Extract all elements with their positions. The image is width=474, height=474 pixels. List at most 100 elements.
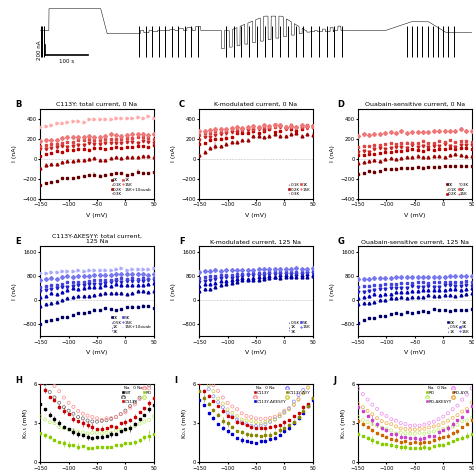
Point (281, 409, 288, 417)
Point (420, 421, 428, 428)
Point (300, 386, 307, 394)
Text: D: D (337, 100, 345, 109)
Point (112, 427, 120, 435)
Legend: Na   0 Na, WT, , C113Y, , RD, : Na 0 Na, WT, , C113Y, , RD, (122, 386, 152, 404)
Point (406, 422, 414, 429)
Text: E: E (15, 237, 21, 246)
Point (60, 394, 68, 401)
Point (55, 387, 63, 395)
Point (247, 422, 255, 429)
Point (145, 382, 153, 389)
Point (416, 429, 423, 437)
Y-axis label: I (nA): I (nA) (171, 283, 176, 300)
Point (195, 359, 203, 367)
Point (458, 418, 466, 425)
Point (117, 426, 125, 433)
Title: C113Y-ΔKESYY: total current,
125 Na: C113Y-ΔKESYY: total current, 125 Na (52, 234, 142, 245)
Point (364, 419, 371, 426)
Point (141, 388, 148, 395)
Point (200, 378, 208, 385)
Point (131, 399, 139, 406)
Point (406, 426, 414, 434)
Point (454, 421, 461, 429)
Point (79, 415, 87, 422)
Point (295, 392, 302, 399)
Point (454, 411, 461, 419)
Point (65, 399, 73, 407)
Point (411, 426, 419, 433)
Point (205, 375, 212, 383)
Title: Ouabain-sensitive current, 125 Na: Ouabain-sensitive current, 125 Na (361, 239, 469, 245)
X-axis label: V (mV): V (mV) (404, 213, 426, 218)
Point (84, 412, 91, 419)
Point (430, 428, 438, 435)
Point (224, 399, 231, 407)
Point (122, 426, 129, 434)
Point (387, 420, 395, 428)
Point (200, 368, 208, 375)
Text: 200 nA: 200 nA (37, 40, 43, 60)
Point (108, 429, 115, 437)
Point (93, 414, 101, 422)
Title: Ouabain-sensitive current, 0 Na: Ouabain-sensitive current, 0 Na (365, 102, 465, 107)
Point (89, 429, 96, 437)
Point (89, 418, 96, 425)
X-axis label: V (mV): V (mV) (404, 350, 426, 356)
Point (309, 376, 317, 383)
Point (458, 396, 466, 403)
Point (103, 429, 110, 437)
Point (304, 384, 312, 392)
Y-axis label: I (nA): I (nA) (329, 283, 335, 300)
Point (131, 422, 139, 430)
X-axis label: V (mV): V (mV) (86, 213, 108, 218)
Legend: 0K, 0.1K, 0.2K, 0.3K, 1K, 15K, 15K+10ouab: 0K, 0.1K, 0.2K, 0.3K, 1K, 15K, 15K+10oua… (110, 178, 152, 197)
Point (368, 410, 376, 418)
Point (141, 389, 148, 397)
Point (271, 413, 279, 420)
Point (397, 425, 404, 432)
Point (108, 415, 115, 423)
Point (98, 429, 106, 437)
Point (60, 424, 68, 432)
Point (463, 391, 471, 398)
Point (285, 405, 293, 412)
Point (98, 416, 106, 424)
Point (355, 400, 362, 408)
Legend: 0.1K, 0.2K, 0.3K, 1K, 15K: 0.1K, 0.2K, 0.3K, 1K, 15K (288, 182, 310, 197)
Point (93, 418, 101, 426)
Point (290, 401, 298, 409)
Point (210, 392, 217, 400)
Point (257, 415, 264, 423)
Point (36, 358, 44, 365)
Point (378, 410, 385, 418)
Point (89, 413, 96, 421)
Point (295, 396, 302, 403)
Point (468, 399, 474, 406)
Point (304, 383, 312, 391)
Point (378, 424, 385, 431)
Point (55, 399, 63, 407)
Point (60, 403, 68, 411)
Point (93, 429, 101, 437)
Point (468, 384, 474, 392)
Point (266, 418, 274, 426)
Legend: 0.5K, 1K, 3K, 5K, 15K: 0.5K, 1K, 3K, 5K, 15K (288, 320, 310, 334)
Point (65, 426, 73, 434)
Point (276, 410, 283, 418)
Point (210, 387, 217, 395)
Point (449, 405, 456, 413)
Point (392, 429, 400, 437)
Point (243, 412, 250, 419)
Point (243, 417, 250, 424)
Point (195, 365, 203, 373)
Point (468, 414, 474, 421)
Point (401, 429, 409, 437)
Point (387, 427, 395, 434)
Point (364, 407, 371, 415)
Point (46, 375, 54, 383)
Point (262, 418, 269, 426)
Point (103, 414, 110, 422)
Point (205, 382, 212, 389)
Point (195, 370, 203, 378)
Point (70, 427, 77, 435)
